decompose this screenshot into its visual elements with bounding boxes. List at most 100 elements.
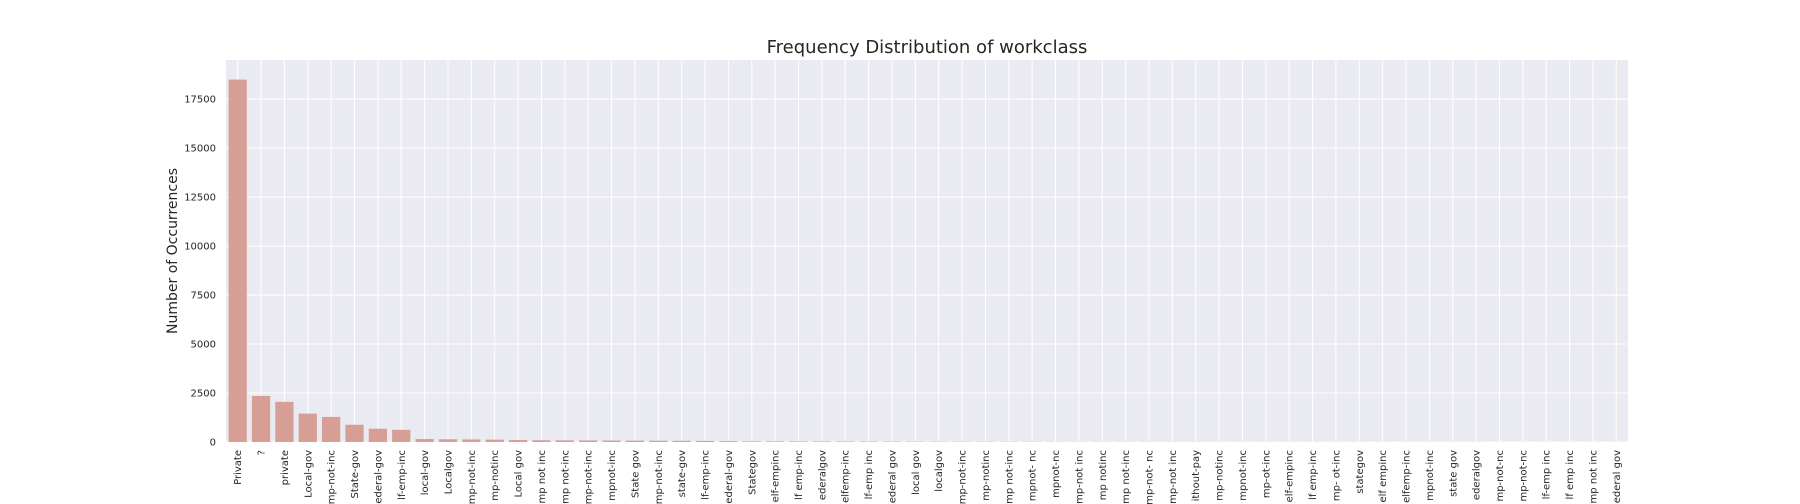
- bar: [555, 440, 574, 442]
- bar: [672, 440, 691, 442]
- bar: [275, 401, 294, 442]
- x-tick-label: elf empinc: [1378, 450, 1389, 503]
- x-tick-label: mpnot-inc: [1238, 450, 1249, 501]
- horizontal-gridlines: [226, 98, 1628, 443]
- bar: [438, 439, 458, 442]
- bar: [719, 441, 738, 442]
- x-tick-label: local gov: [911, 450, 922, 495]
- x-tick-label: mp notinc: [1098, 450, 1109, 500]
- bar: [298, 413, 317, 442]
- x-tick-label: local-gov: [420, 450, 431, 495]
- bar: [695, 440, 715, 442]
- x-tick-label: ithout-pay: [1191, 450, 1202, 501]
- x-tick-label: mp-not-inc: [327, 450, 338, 504]
- y-tick-label: 17500: [184, 95, 216, 106]
- x-tick-label: elfemp-inc: [841, 450, 852, 503]
- x-tick-label: mpnot-nc: [1051, 450, 1062, 498]
- x-tick-label: mp-notinc: [490, 450, 501, 501]
- x-tick-label: Stategov: [747, 450, 758, 495]
- bar: [415, 439, 434, 442]
- x-tick-label: mp- ot-inc: [1331, 450, 1342, 501]
- x-tick-labels: Private? private Local-gov mp-not-inc State-…: [233, 450, 1623, 504]
- bar: [345, 424, 364, 442]
- x-tick-label: mpnot-inc: [1425, 450, 1436, 501]
- bar: [251, 395, 271, 442]
- x-tick-label: mp-not-nc: [1518, 450, 1529, 502]
- bar: [462, 439, 481, 442]
- x-tick-label: elf-empinc: [1285, 450, 1296, 502]
- bars: [228, 79, 1626, 442]
- y-tick-label: 7500: [191, 291, 216, 302]
- x-tick-label: mp-ot-inc: [1261, 450, 1272, 498]
- y-tick-label: 0: [210, 438, 216, 449]
- x-tick-label: mp-not-inc: [654, 450, 665, 504]
- chart-title: Frequency Distribution of workclass: [767, 37, 1088, 58]
- x-tick-label: mp-not- nc: [1144, 450, 1155, 504]
- y-tick-label: 2500: [191, 389, 216, 400]
- x-tick-label: state-gov: [677, 450, 688, 497]
- x-tick-label: ederalgov: [817, 450, 828, 500]
- bar: [766, 441, 785, 442]
- x-tick-label: mp not inc: [1588, 450, 1599, 503]
- x-tick-label: State-gov: [350, 450, 361, 499]
- x-tick-label: Local-gov: [303, 450, 314, 498]
- bar: [508, 440, 528, 442]
- x-tick-label: ederalgov: [1472, 450, 1483, 500]
- x-tick-label: private: [280, 450, 291, 485]
- x-tick-label: elf-empinc: [771, 450, 782, 502]
- x-tick-label: Private: [233, 450, 244, 485]
- x-tick-label: lf-emp inc: [1542, 450, 1553, 499]
- x-tick-label: lf emp inc: [1565, 450, 1576, 500]
- x-tick-label: mpnot- nc: [1028, 450, 1039, 501]
- x-tick-label: ederal gov: [1612, 450, 1623, 503]
- bar: [392, 429, 411, 442]
- x-tick-label: mp-not-inc: [584, 450, 595, 504]
- x-tick-label: mp-not-inc: [958, 450, 969, 504]
- x-tick-label: Local gov: [514, 450, 525, 498]
- x-tick-label: ederal-gov: [373, 450, 384, 504]
- x-tick-label: lf emp-inc: [1308, 450, 1319, 500]
- x-tick-label: ederal gov: [887, 450, 898, 503]
- bar: [368, 428, 387, 442]
- y-tick-label: 5000: [191, 340, 216, 351]
- bar: [602, 440, 621, 442]
- bar: [625, 440, 645, 442]
- bar: [322, 416, 341, 442]
- y-tick-label: 12500: [184, 193, 216, 204]
- x-tick-label: stategov: [1355, 450, 1366, 494]
- bar: [579, 440, 598, 442]
- y-tick-label: 15000: [184, 144, 216, 155]
- x-tick-label: Localgov: [443, 450, 454, 494]
- bar: [789, 441, 808, 442]
- x-tick-label: mp-notinc: [1215, 450, 1226, 501]
- bar: [532, 440, 551, 442]
- x-tick-label: elfemp-inc: [1402, 450, 1413, 503]
- vertical-gridlines: [237, 60, 1617, 442]
- y-tick-label: 10000: [184, 242, 216, 253]
- x-tick-label: lf-emp-inc: [397, 450, 408, 500]
- bar: [228, 79, 247, 442]
- x-tick-label: state gov: [1448, 450, 1459, 497]
- x-tick-label: mp not-inc: [1121, 450, 1132, 504]
- x-tick-label: ?: [257, 450, 268, 455]
- x-tick-label: mp not inc: [537, 450, 548, 503]
- bar: [742, 441, 761, 442]
- x-tick-label: lf emp-inc: [794, 450, 805, 500]
- bar: [485, 439, 504, 442]
- x-tick-label: mp-not inc: [1074, 450, 1085, 504]
- plot-background: [226, 60, 1628, 442]
- x-tick-label: State gov: [630, 450, 641, 498]
- x-tick-label: mp-not-inc: [467, 450, 478, 504]
- x-tick-label: lf-emp inc: [864, 450, 875, 499]
- x-tick-label: mpnot-inc: [607, 450, 618, 501]
- x-tick-label: mp-notinc: [981, 450, 992, 501]
- y-tick-labels: 0 2500 5000 7500 10000 12500 15000 17500: [184, 95, 216, 449]
- x-tick-label: localgov: [934, 450, 945, 492]
- bar: [649, 440, 668, 442]
- x-tick-label: mp-not-nc: [1495, 450, 1506, 502]
- x-tick-label: mp not-inc: [560, 450, 571, 504]
- x-tick-label: ederal-gov: [724, 450, 735, 504]
- x-tick-label: mp not-inc: [1004, 450, 1015, 504]
